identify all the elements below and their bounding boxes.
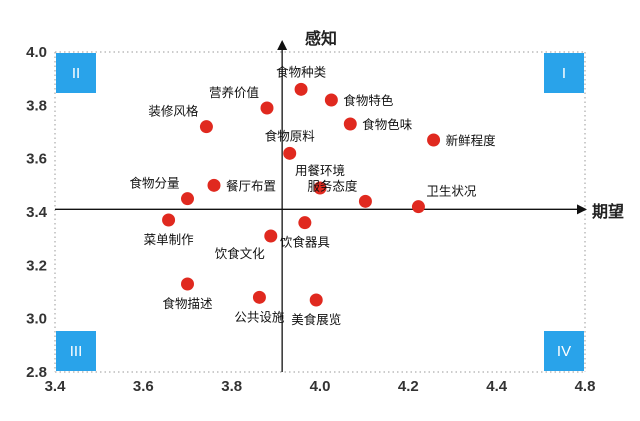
data-point [181,192,194,206]
data-point [427,133,441,147]
x-tick-label: 4.0 [310,378,331,395]
quadrant-label-II: II [72,65,80,82]
data-point-label: 用餐环境 [295,163,345,178]
data-point [343,117,357,131]
data-point-label: 饮食器具 [280,235,331,250]
x-axis-title: 期望 [592,202,624,221]
data-point [324,93,338,107]
data-point-label: 菜单制作 [144,232,195,247]
y-tick-label: 4.0 [26,44,47,61]
data-point-label: 饮食文化 [215,246,266,261]
data-point-label: 食物特色 [343,93,394,108]
data-point [298,216,312,230]
data-point [309,293,323,307]
x-tick-label: 4.8 [575,378,596,395]
data-point-label: 新鲜程度 [446,133,497,148]
y-axis-title: 感知 [305,29,337,48]
data-point-label: 营养价值 [209,85,259,100]
y-axis-arrow [277,40,288,50]
data-point-label: 装修风格 [148,104,199,119]
data-point [294,82,308,96]
y-tick-label: 3.6 [26,151,47,168]
data-point [283,146,297,160]
x-tick-label: 4.4 [486,378,508,395]
x-axis-arrow [577,204,587,215]
data-point [199,120,213,134]
y-tick-label: 3.4 [26,204,48,221]
y-tick-label: 2.8 [26,364,47,381]
data-point [181,277,194,291]
data-point-label: 餐厅布置 [226,178,276,193]
y-tick-label: 3.2 [26,257,47,274]
quadrant-box-IV [544,331,584,371]
data-point [260,101,274,115]
grid [54,51,586,373]
quadrant-box-I [544,53,584,93]
x-tick-label: 3.8 [221,378,242,395]
data-point-label: 食物种类 [276,64,327,79]
quadrant-label-IV: IV [557,343,571,360]
data-point [411,200,425,214]
data-point [162,213,176,227]
x-tick-label: 4.2 [398,378,419,395]
y-tick-label: 3.0 [26,311,47,328]
data-point [207,178,221,192]
data-point-label: 食物原料 [265,128,316,143]
data-point-label: 美食展览 [291,312,341,327]
quadrant-box-II [56,53,96,93]
quadrant-box-III [56,331,96,371]
data-point [313,181,327,195]
data-point-label: 食物分量 [129,176,179,191]
data-point-label: 服务态度 [307,178,358,193]
y-tick-label: 3.8 [26,97,47,114]
data-point [264,229,278,243]
data-point [358,194,372,208]
data-point-label: 食物色味 [362,117,413,132]
data-point-label: 食物描述 [162,296,213,311]
data-point [252,290,266,304]
x-tick-label: 3.4 [45,378,67,395]
data-point-label: 卫生状况 [426,184,477,199]
quadrant-label-III: III [70,343,83,360]
quadrant-label-I: I [562,65,566,82]
x-tick-label: 3.6 [133,378,154,395]
axes: 2.8 3.0 3.2 3.4 3.6 3.8 4.0 3.4 3.6 3.8 4.0 4.2 4.4 4… [26,40,595,395]
data-point-label: 公共设施 [234,309,285,324]
